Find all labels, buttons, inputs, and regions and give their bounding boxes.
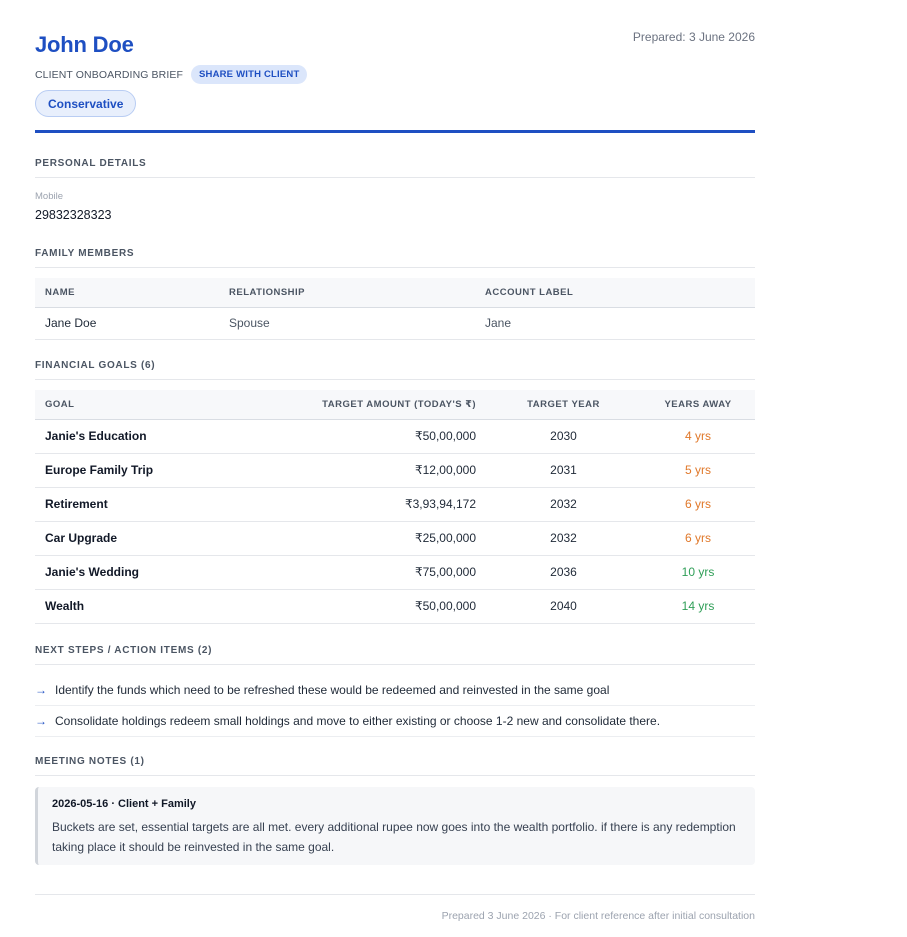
goal-name: Wealth (35, 589, 265, 624)
goal-target-amount: ₹12,00,000 (265, 453, 486, 488)
goal-years-away: 6 yrs (641, 487, 755, 522)
goal-target-year: 2030 (486, 419, 641, 454)
family-member-name: Jane Doe (35, 307, 219, 340)
family-member-relationship: Spouse (219, 307, 475, 340)
column-header-goal: GOAL (35, 390, 265, 420)
table-row: Janie's Wedding ₹75,00,000 2036 10 yrs (35, 555, 755, 590)
onboarding-brief: John Doe Prepared: 3 June 2026 CLIENT ON… (35, 0, 755, 922)
column-header-account-label: ACCOUNT LABEL (475, 278, 755, 308)
column-header-relationship: RELATIONSHIP (219, 278, 475, 308)
table-header-row: NAME RELATIONSHIP ACCOUNT LABEL (35, 278, 755, 308)
goal-target-year: 2040 (486, 589, 641, 624)
table-row: Car Upgrade ₹25,00,000 2032 6 yrs (35, 521, 755, 556)
share-with-client-badge[interactable]: SHARE WITH CLIENT (190, 65, 308, 84)
list-item: → Consolidate holdings redeem small hold… (35, 706, 755, 737)
goal-target-year: 2032 (486, 521, 641, 556)
meeting-note-body: Buckets are set, essential targets are a… (52, 820, 736, 854)
prepared-date: Prepared: 3 June 2026 (632, 30, 755, 44)
action-item-text: Consolidate holdings redeem small holdin… (55, 714, 661, 728)
table-header-row: GOAL TARGET AMOUNT (TODAY'S ₹) TARGET YE… (35, 390, 755, 420)
table-row: Jane Doe Spouse Jane (35, 307, 755, 340)
risk-profile-pill: Conservative (35, 90, 137, 117)
family-table: NAME RELATIONSHIP ACCOUNT LABEL Jane Doe… (35, 278, 755, 340)
goal-target-year: 2032 (486, 487, 641, 522)
goal-name: Janie's Education (35, 419, 265, 454)
goal-years-away: 4 yrs (641, 419, 755, 454)
meeting-note-card: 2026-05-16 · Client + Family Buckets are… (35, 787, 755, 865)
table-row: Retirement ₹3,93,94,172 2032 6 yrs (35, 487, 755, 522)
section-title-next-steps: NEXT STEPS / ACTION ITEMS (2) (35, 645, 755, 665)
section-title-meeting-notes: MEETING NOTES (1) (35, 756, 755, 776)
column-header-target-year: TARGET YEAR (486, 390, 641, 420)
action-item-text: Identify the funds which need to be refr… (55, 683, 610, 697)
goal-years-away: 14 yrs (641, 589, 755, 624)
brief-header: John Doe Prepared: 3 June 2026 CLIENT ON… (35, 0, 755, 133)
column-header-years-away: YEARS AWAY (641, 390, 755, 420)
goal-name: Europe Family Trip (35, 453, 265, 488)
goal-years-away: 10 yrs (641, 555, 755, 590)
goal-name: Janie's Wedding (35, 555, 265, 590)
section-title-goals: FINANCIAL GOALS (6) (35, 360, 755, 380)
list-item: → Identify the funds which need to be re… (35, 675, 755, 706)
arrow-right-icon: → (35, 683, 47, 697)
arrow-right-icon: → (35, 714, 47, 728)
goal-target-amount: ₹50,00,000 (265, 589, 486, 624)
goal-target-amount: ₹3,93,94,172 (265, 487, 486, 522)
section-title-family: FAMILY MEMBERS (35, 248, 755, 268)
client-name: John Doe (35, 32, 134, 57)
subtitle-row: CLIENT ONBOARDING BRIEF SHARE WITH CLIEN… (35, 65, 308, 84)
column-header-name: NAME (35, 278, 219, 308)
family-member-account-label: Jane (475, 307, 755, 340)
brief-subtitle: CLIENT ONBOARDING BRIEF (35, 68, 183, 81)
goal-target-amount: ₹50,00,000 (265, 419, 486, 454)
goal-name: Retirement (35, 487, 265, 522)
next-steps-list: → Identify the funds which need to be re… (35, 675, 755, 737)
goal-target-year: 2031 (486, 453, 641, 488)
table-row: Janie's Education ₹50,00,000 2030 4 yrs (35, 419, 755, 454)
meeting-note-heading: 2026-05-16 · Client + Family (52, 798, 196, 810)
goal-name: Car Upgrade (35, 521, 265, 556)
goal-target-year: 2036 (486, 555, 641, 590)
goal-target-amount: ₹75,00,000 (265, 555, 486, 590)
mobile-value: 29832328323 (35, 208, 112, 222)
column-header-target-amount: TARGET AMOUNT (TODAY'S ₹) (265, 390, 486, 420)
table-row: Europe Family Trip ₹12,00,000 2031 5 yrs (35, 453, 755, 488)
brief-footer: Prepared 3 June 2026 · For client refere… (35, 894, 755, 922)
goal-target-amount: ₹25,00,000 (265, 521, 486, 556)
goal-years-away: 5 yrs (641, 453, 755, 488)
table-row: Wealth ₹50,00,000 2040 14 yrs (35, 589, 755, 624)
mobile-label: Mobile (35, 191, 63, 202)
goal-years-away: 6 yrs (641, 521, 755, 556)
section-title-personal: PERSONAL DETAILS (35, 158, 755, 178)
goals-table: GOAL TARGET AMOUNT (TODAY'S ₹) TARGET YE… (35, 390, 755, 624)
